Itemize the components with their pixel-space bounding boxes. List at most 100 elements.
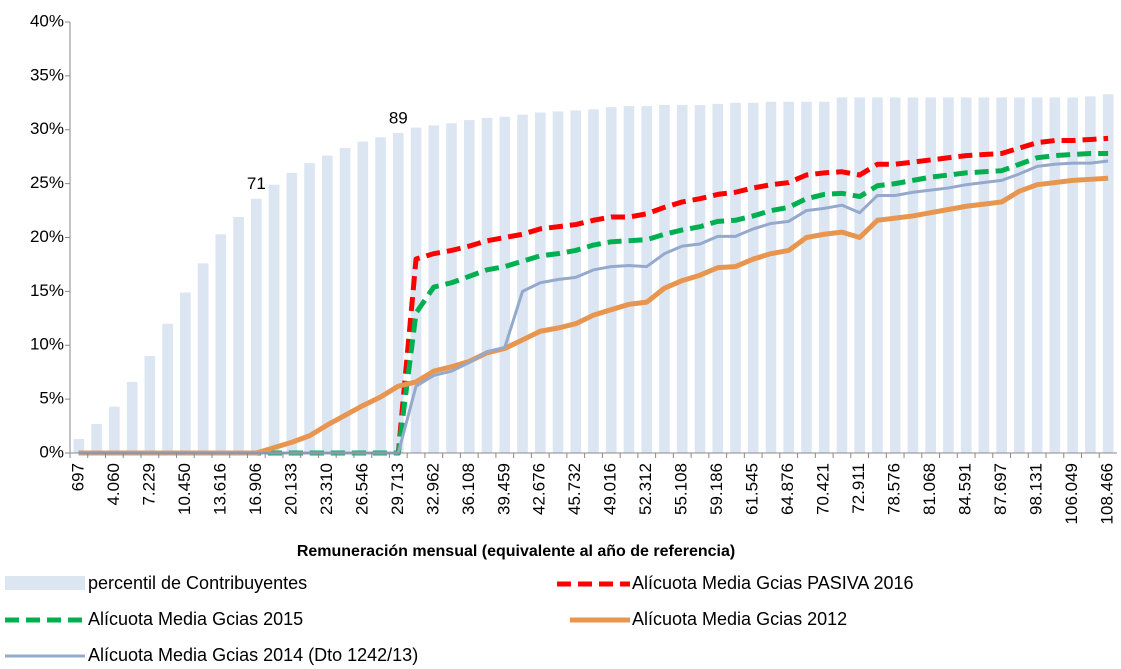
x-tick-label: 16.906 (246, 463, 265, 515)
legend-label: percentil de Contribuyentes (88, 573, 307, 593)
annotation: 89 (389, 108, 408, 127)
bar (960, 97, 972, 454)
x-tick-label: 108.466 (1098, 463, 1117, 524)
bar (375, 137, 386, 454)
bar (907, 97, 919, 454)
x-tick-label: 42.676 (530, 463, 549, 515)
y-tick-label: 5% (39, 389, 64, 408)
bar (996, 97, 1007, 454)
bar (623, 106, 635, 454)
legend: percentil de Contribuyentes Alícuota Med… (5, 573, 914, 665)
bar (321, 155, 333, 454)
legend-label: Alícuota Media Gcias PASIVA 2016 (632, 573, 914, 593)
bar (1067, 97, 1078, 454)
bar (268, 184, 280, 453)
bar (641, 106, 653, 454)
x-tick-label: 61.545 (743, 463, 762, 515)
x-tick-label: 29.713 (388, 463, 407, 515)
bar (109, 406, 120, 453)
bar (1031, 97, 1043, 454)
y-tick-label: 25% (30, 173, 64, 192)
x-tick-label: 98.131 (1027, 463, 1046, 515)
x-tick-label: 697 (68, 463, 87, 491)
bar (836, 97, 848, 454)
y-tick-label: 40% (30, 11, 64, 30)
x-tick-label: 36.108 (459, 463, 478, 515)
bar (481, 117, 493, 454)
x-tick-label: 4.060 (104, 463, 123, 506)
bar (91, 423, 102, 453)
x-axis-title: Remuneración mensual (equivalente al año… (297, 543, 735, 560)
x-tick-label: 23.310 (317, 463, 336, 515)
bar (801, 101, 812, 454)
x-tick-label: 81.068 (920, 463, 939, 515)
x-tick-label: 72.911 (849, 463, 868, 514)
y-tick-label: 10% (30, 335, 64, 354)
bar (180, 292, 191, 453)
legend-label: Alícuota Media Gcias 2014 (Dto 1242/13) (88, 645, 418, 665)
bar (392, 132, 404, 454)
legend-swatch (5, 576, 85, 590)
x-tick-label: 70.421 (814, 463, 833, 515)
x-tick-label: 32.962 (423, 463, 442, 515)
x-tick-label: 84.591 (956, 463, 975, 515)
bar (605, 107, 617, 453)
bar (943, 97, 954, 454)
x-tick-label: 26.546 (352, 463, 371, 515)
bar (446, 123, 457, 453)
bar (339, 148, 351, 453)
bar (889, 97, 901, 454)
y-tick-label: 0% (39, 442, 64, 461)
bar (304, 163, 315, 453)
bar (1085, 96, 1096, 453)
x-tick-label: 7.229 (139, 463, 158, 506)
bar (730, 102, 741, 453)
bar (517, 114, 528, 453)
plot (73, 94, 1114, 456)
x-tick-label: 55.108 (672, 463, 691, 515)
x-tick-label: 49.016 (601, 463, 620, 515)
bar (570, 110, 582, 453)
bar (854, 97, 866, 454)
y-tick-label: 15% (30, 281, 64, 300)
bar (925, 97, 936, 454)
bar (73, 438, 85, 453)
bar (162, 323, 173, 453)
bar (251, 198, 262, 453)
x-tick-label: 52.312 (636, 463, 655, 515)
bar (357, 141, 369, 454)
bar (765, 101, 777, 454)
bar (552, 111, 564, 454)
bar (410, 127, 422, 453)
x-tick-label: 59.186 (707, 463, 726, 515)
bar (463, 120, 475, 454)
bar (588, 109, 599, 453)
x-tick-label: 64.876 (778, 463, 797, 515)
bar (978, 97, 990, 454)
bar (694, 104, 706, 453)
x-tick-label: 78.576 (885, 463, 904, 515)
bar (1014, 97, 1025, 454)
legend-label: Alícuota Media Gcias 2012 (632, 609, 847, 629)
bar (712, 103, 724, 453)
x-tick-label: 13.616 (210, 463, 229, 515)
annotation: 71 (247, 174, 266, 193)
bar (197, 263, 209, 453)
bar (126, 381, 138, 453)
x-tick-label: 45.732 (565, 463, 584, 515)
bar (286, 172, 298, 453)
bar (747, 102, 759, 453)
bar (1102, 94, 1114, 453)
bar (872, 97, 883, 454)
bar (659, 104, 670, 453)
x-tick-label: 39.459 (494, 463, 513, 515)
bar (818, 101, 830, 454)
x-tick-label: 87.697 (991, 463, 1010, 515)
bar (783, 101, 795, 454)
bar (233, 217, 244, 453)
bar (215, 234, 227, 453)
y-tick-label: 35% (30, 65, 64, 84)
bar (499, 116, 511, 453)
x-tick-label: 106.049 (1062, 463, 1081, 524)
